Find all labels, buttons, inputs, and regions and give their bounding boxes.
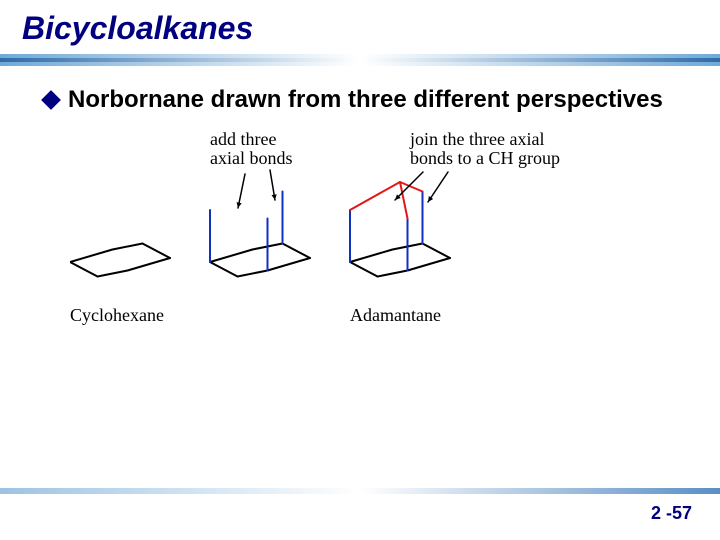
bullet-item: Norbornane drawn from three different pe… — [44, 85, 690, 115]
slide-title: Bicycloalkanes — [22, 10, 698, 47]
annotation-label: add threeaxial bonds — [210, 130, 293, 168]
annotation-label: join the three axialbonds to a CH group — [410, 130, 560, 168]
diamond-bullet-icon — [41, 90, 61, 110]
structures-diagram: Cyclohexane Adamantane add threeaxial bond… — [70, 130, 640, 370]
title-underline-band — [0, 54, 720, 66]
footer-band — [0, 488, 720, 494]
page-number: 2 -57 — [651, 503, 692, 524]
structure-label: Cyclohexane — [70, 305, 164, 326]
structure-label: Adamantane — [350, 305, 441, 326]
bullet-text: Norbornane drawn from three different pe… — [68, 85, 663, 115]
